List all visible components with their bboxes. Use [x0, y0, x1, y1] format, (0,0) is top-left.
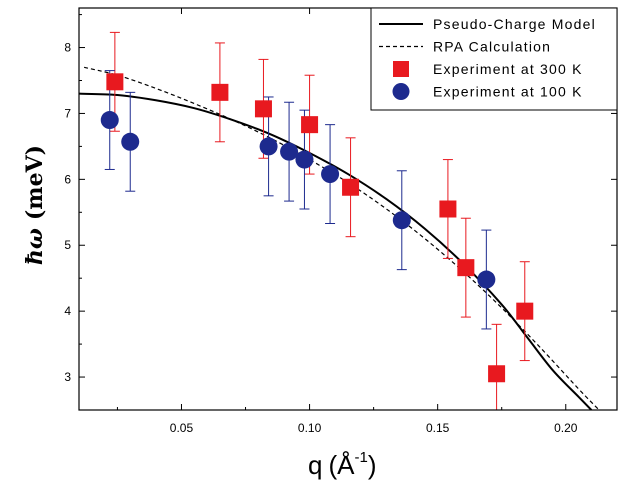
rpa-calculation-line: [83, 66, 600, 410]
data-point-300k: [457, 259, 475, 277]
data-point-100k: [392, 211, 411, 230]
data-point-100k: [100, 111, 119, 130]
legend-swatch-circle: [392, 83, 410, 100]
legend-label: Experiment at 100 K: [433, 84, 583, 100]
y-tick-label: 7: [64, 106, 71, 120]
data-point-100k: [295, 150, 314, 169]
y-axis-label: ħω (meV): [22, 145, 48, 265]
x-tick-label: 0.05: [170, 421, 194, 435]
y-tick-label: 6: [64, 172, 71, 186]
x-axis-q: q: [308, 450, 322, 480]
data-point-100k: [121, 132, 140, 151]
data-point-300k: [488, 365, 506, 383]
x-axis-unit: Å: [337, 450, 355, 480]
data-point-300k: [439, 200, 457, 218]
legend: Pseudo-Charge Model RPA Calculation Experi…: [370, 7, 618, 111]
y-tick-label: 4: [64, 304, 71, 318]
x-tick-label: 0.15: [426, 421, 450, 435]
x-axis-open-paren: (: [328, 450, 337, 480]
data-point-100k: [280, 142, 299, 161]
y-tick-label: 5: [64, 238, 71, 252]
data-point-300k: [301, 116, 319, 134]
y-axis-symbol: ħω: [22, 228, 48, 265]
data-point-300k: [342, 178, 360, 196]
y-tick-label: 8: [64, 41, 71, 55]
x-axis-label: q (Å-1): [308, 449, 377, 480]
x-tick-label: 0.20: [554, 421, 578, 435]
data-point-300k: [516, 302, 534, 320]
legend-label: RPA Calculation: [433, 39, 551, 55]
legend-label: Pseudo-Charge Model: [433, 16, 596, 32]
x-axis-exponent: -1: [354, 449, 367, 466]
data-point-300k: [254, 100, 272, 118]
legend-label: Experiment at 300 K: [433, 61, 583, 77]
x-tick-label: 0.10: [298, 421, 322, 435]
data-point-100k: [259, 137, 278, 156]
pseudo-charge-model-line: [79, 92, 593, 410]
x-axis-close-paren: ): [368, 450, 377, 480]
legend-swatch-square: [393, 61, 409, 77]
data-point-100k: [321, 165, 340, 184]
data-point-100k: [477, 270, 496, 289]
data-point-300k: [211, 83, 229, 101]
data-point-300k: [106, 73, 124, 91]
plot-frame: [78, 7, 618, 411]
y-axis-unit: (meV): [22, 145, 48, 220]
y-tick-label: 3: [64, 370, 71, 384]
